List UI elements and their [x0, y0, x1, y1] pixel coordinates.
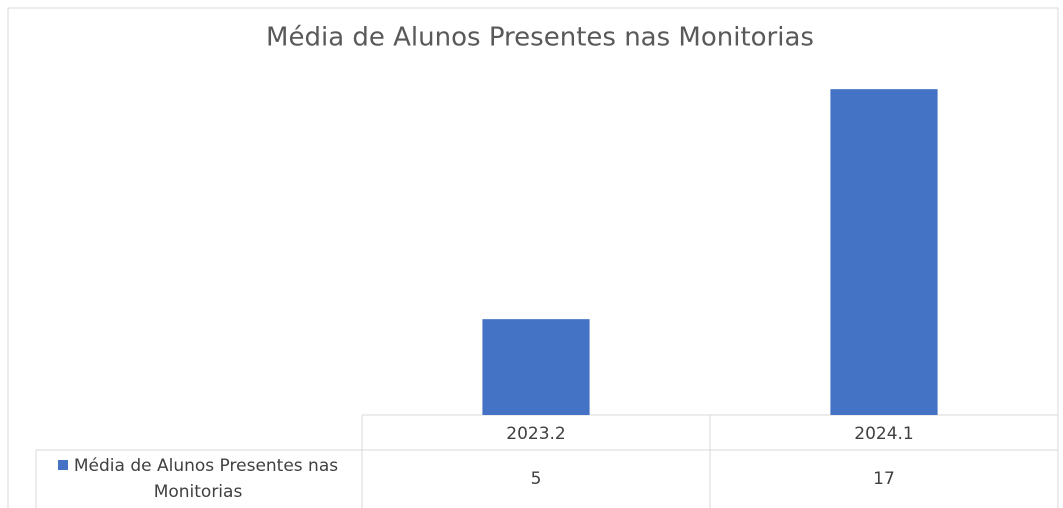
- table-value: 17: [873, 469, 895, 489]
- bar: [830, 89, 938, 416]
- chart-title: Média de Alunos Presentes nas Monitorias: [266, 23, 814, 53]
- x-tick-label: 2024.1: [854, 424, 913, 444]
- table-value: 5: [531, 469, 542, 489]
- legend-swatch: [57, 460, 68, 470]
- x-tick-label: 2023.2: [506, 424, 565, 444]
- bar: [482, 319, 590, 415]
- legend: Média de Alunos Presentes nas Monitorias: [36, 453, 360, 505]
- legend-label: Média de Alunos Presentes nas Monitorias: [73, 456, 339, 502]
